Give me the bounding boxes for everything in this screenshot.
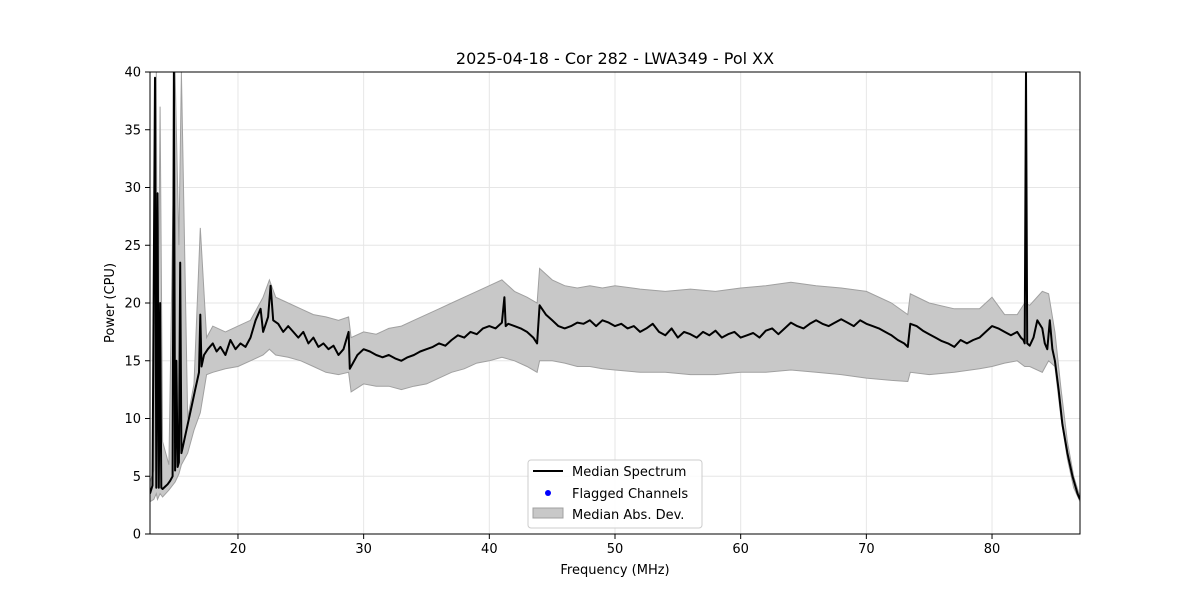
y-tick-label: 5 (133, 470, 141, 485)
y-tick-label: 35 (124, 123, 141, 138)
y-tick-label: 15 (124, 354, 141, 369)
legend: Median Spectrum Flagged Channels Median … (527, 459, 703, 529)
legend-mad-swatch (532, 507, 564, 519)
legend-median-label: Median Spectrum (572, 465, 686, 480)
legend-flagged-label: Flagged Channels (572, 487, 688, 502)
x-tick-label: 80 (984, 542, 1001, 557)
median-spectrum-line (150, 72, 1080, 500)
x-tick-label: 30 (355, 542, 372, 557)
y-tick-label: 10 (124, 412, 141, 427)
y-tick-label: 40 (124, 66, 141, 81)
y-tick-label: 0 (133, 528, 141, 543)
x-tick-label: 70 (858, 542, 875, 557)
x-tick-label: 60 (732, 542, 749, 557)
y-axis-label: Power (CPU) (103, 263, 118, 343)
y-tick-label: 30 (124, 181, 141, 196)
ticks: 20 30 40 50 60 70 80 0 5 10 15 20 25 30 35 40 (124, 66, 1000, 558)
legend-box (527, 459, 703, 529)
x-tick-label: 20 (230, 542, 247, 557)
mad-band (150, 72, 1080, 503)
y-tick-label: 20 (124, 297, 141, 312)
y-tick-label: 25 (124, 239, 141, 254)
x-tick-label: 40 (481, 542, 498, 557)
chart-title: 2025-04-18 - Cor 282 - LWA349 - Pol XX (456, 49, 774, 68)
legend-mad-label: Median Abs. Dev. (572, 508, 684, 523)
legend-flagged-swatch (545, 490, 551, 496)
data-layer (150, 72, 1080, 503)
x-tick-label: 50 (607, 542, 624, 557)
x-axis-label: Frequency (MHz) (560, 563, 669, 578)
